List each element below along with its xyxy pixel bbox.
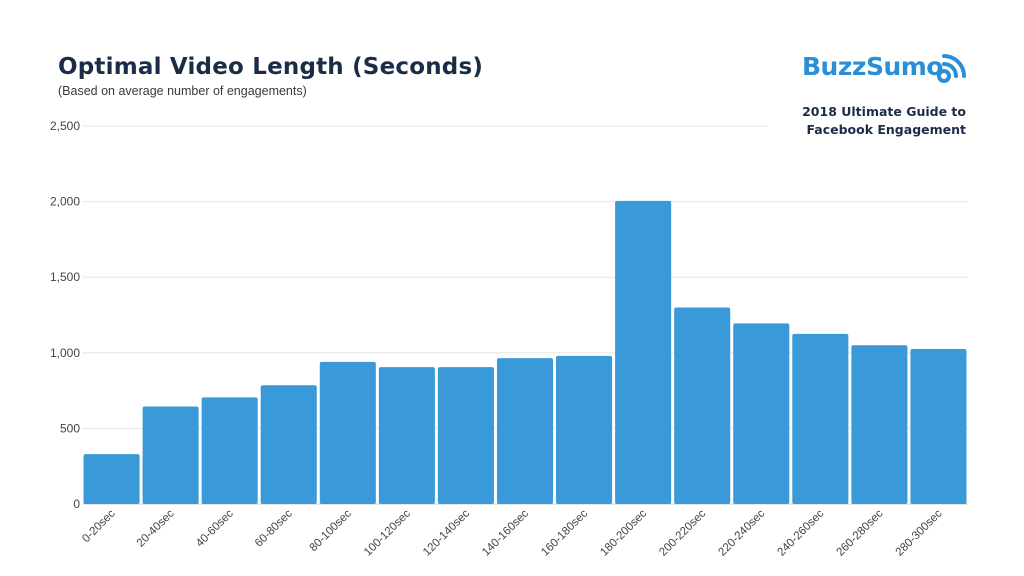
bar bbox=[378, 367, 435, 504]
x-tick-label: 0-20sec bbox=[80, 507, 118, 545]
x-tick-label: 160-180sec bbox=[539, 507, 590, 558]
y-tick-label: 0 bbox=[73, 497, 80, 511]
bar bbox=[851, 345, 908, 504]
guide-line-2: Facebook Engagement bbox=[806, 122, 966, 137]
x-tick-label: 80-100sec bbox=[307, 507, 354, 554]
bar bbox=[260, 385, 317, 504]
x-tick-label: 120-140sec bbox=[421, 507, 472, 558]
x-tick-label: 60-80sec bbox=[253, 507, 295, 549]
bar bbox=[615, 200, 672, 504]
bar bbox=[201, 397, 258, 504]
bar bbox=[910, 349, 967, 504]
x-tick-label: 200-220sec bbox=[657, 507, 708, 558]
y-tick-label: 500 bbox=[60, 421, 80, 435]
x-tick-label: 100-120sec bbox=[362, 507, 413, 558]
y-tick-label: 1,000 bbox=[50, 346, 80, 360]
bar bbox=[142, 406, 199, 504]
x-tick-label: 140-160sec bbox=[480, 507, 531, 558]
x-tick-label: 280-300sec bbox=[894, 507, 945, 558]
x-tick-label: 220-240sec bbox=[716, 507, 767, 558]
bar bbox=[556, 355, 613, 504]
bar bbox=[733, 323, 790, 504]
y-tick-label: 2,500 bbox=[50, 119, 80, 133]
guide-line-1: 2018 Ultimate Guide to bbox=[802, 104, 966, 119]
x-tick-label: 260-280sec bbox=[835, 507, 886, 558]
x-tick-label: 20-40sec bbox=[135, 507, 177, 549]
y-tick-label: 1,500 bbox=[50, 270, 80, 284]
bar bbox=[437, 367, 494, 504]
y-tick-label: 2,000 bbox=[50, 195, 80, 209]
bar bbox=[496, 358, 554, 504]
bar bbox=[674, 307, 731, 504]
x-tick-label: 40-60sec bbox=[194, 507, 236, 549]
bar bbox=[83, 454, 140, 504]
x-tick-label: 180-200sec bbox=[598, 507, 649, 558]
signal-waves-icon bbox=[937, 54, 966, 83]
guide-caption: 2018 Ultimate Guide to Facebook Engageme… bbox=[802, 103, 966, 139]
x-tick-label: 240-260sec bbox=[775, 507, 826, 558]
bar bbox=[792, 333, 849, 504]
bar bbox=[319, 361, 376, 504]
chart-title: Optimal Video Length (Seconds) bbox=[58, 54, 484, 80]
chart-subtitle: (Based on average number of engagements) bbox=[58, 84, 307, 98]
buzzsumo-logo: BuzzSumo bbox=[802, 52, 974, 92]
logo-text: BuzzSumo bbox=[802, 52, 943, 81]
